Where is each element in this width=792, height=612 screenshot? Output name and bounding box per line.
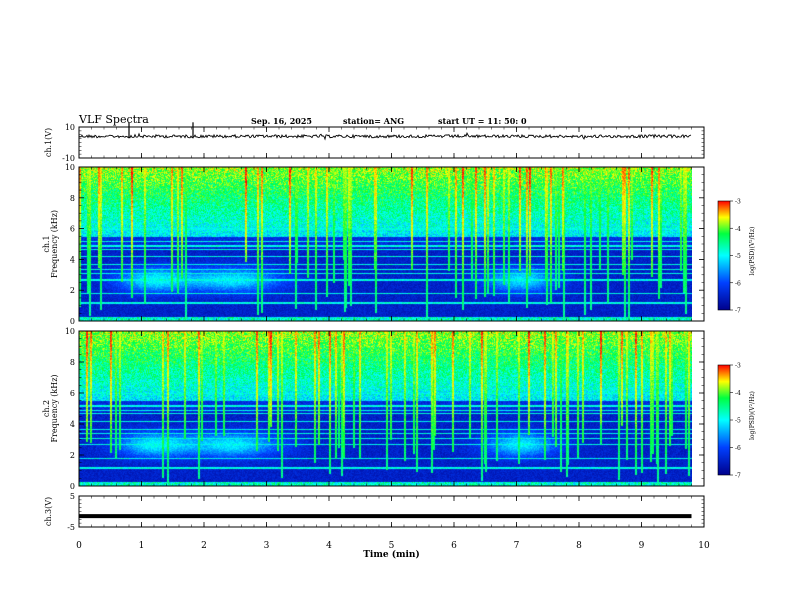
ch1-spec-ylabel: Frequency (kHz) (50, 210, 59, 278)
y-tick-label: 4 (70, 420, 75, 429)
colorbar-tick-label: -5 (735, 418, 741, 425)
y-tick-label: -10 (62, 154, 75, 163)
y-tick-label: 4 (70, 255, 75, 264)
colorbar-tick-label: -7 (735, 473, 741, 480)
colorbar-label: log(PSD)(V²/Hz) (749, 391, 756, 440)
ch1-spec-name-label: ch.1 (42, 235, 51, 252)
x-tick-label: 10 (698, 541, 710, 551)
y-tick-label: 6 (70, 389, 75, 398)
y-tick-label: 8 (70, 358, 75, 367)
x-tick-label: 9 (639, 541, 645, 551)
ch3-ylabel: ch.3(V) (44, 497, 53, 526)
station-label: station= ANG (343, 116, 405, 126)
x-tick-label: 7 (514, 541, 520, 551)
colorbar-tick-label: -3 (735, 363, 741, 370)
y-tick-label: 5 (70, 492, 75, 501)
y-tick-label: 2 (70, 451, 75, 460)
colorbar-tick-label: -6 (735, 280, 741, 287)
ch1-ylabel: ch.1(V) (44, 128, 53, 157)
ch1-spec-colorbar (717, 200, 731, 311)
ch2-spec-ylabel: Frequency (kHz) (50, 374, 59, 442)
y-tick-label: 2 (70, 286, 75, 295)
x-tick-label: 8 (576, 541, 582, 551)
date-label: Sep. 16, 2025 (251, 116, 312, 126)
x-tick-label: 4 (326, 541, 332, 551)
x-axis-label: Time (min) (363, 549, 420, 560)
y-tick-label: 0 (70, 482, 75, 491)
chart-title: VLF Spectra (79, 113, 149, 126)
x-tick-label: 6 (451, 541, 457, 551)
y-tick-label: 0 (70, 317, 75, 326)
colorbar-label: log(PSD)(V²/Hz) (749, 227, 756, 276)
y-tick-label: 6 (70, 225, 75, 234)
colorbar-tick-label: -5 (735, 253, 741, 260)
ch2-spec-name-label: ch.2 (42, 400, 51, 417)
x-tick-label: 5 (389, 541, 395, 551)
ch1-spec-heatmap (79, 167, 692, 321)
colorbar-tick-label: -6 (735, 445, 741, 452)
colorbar-tick-label: -4 (735, 390, 741, 397)
ch1-trace (78, 131, 692, 141)
x-tick-label: 1 (139, 541, 145, 551)
y-tick-label: -5 (67, 523, 75, 532)
ch2-spec-colorbar (717, 364, 731, 476)
y-tick-label: 10 (65, 163, 75, 172)
start-time-label: start UT = 11: 50: 0 (438, 116, 527, 126)
colorbar-tick-label: -3 (735, 199, 741, 206)
y-tick-label: 10 (65, 123, 75, 132)
colorbar-tick-label: -7 (735, 308, 741, 315)
x-tick-label: 2 (201, 541, 207, 551)
ch2-spec-heatmap (79, 331, 692, 486)
x-tick-label: 0 (76, 541, 82, 551)
colorbar-tick-label: -4 (735, 226, 741, 233)
x-tick-label: 3 (264, 541, 270, 551)
y-tick-label: 10 (65, 327, 75, 336)
y-tick-label: 8 (70, 194, 75, 203)
